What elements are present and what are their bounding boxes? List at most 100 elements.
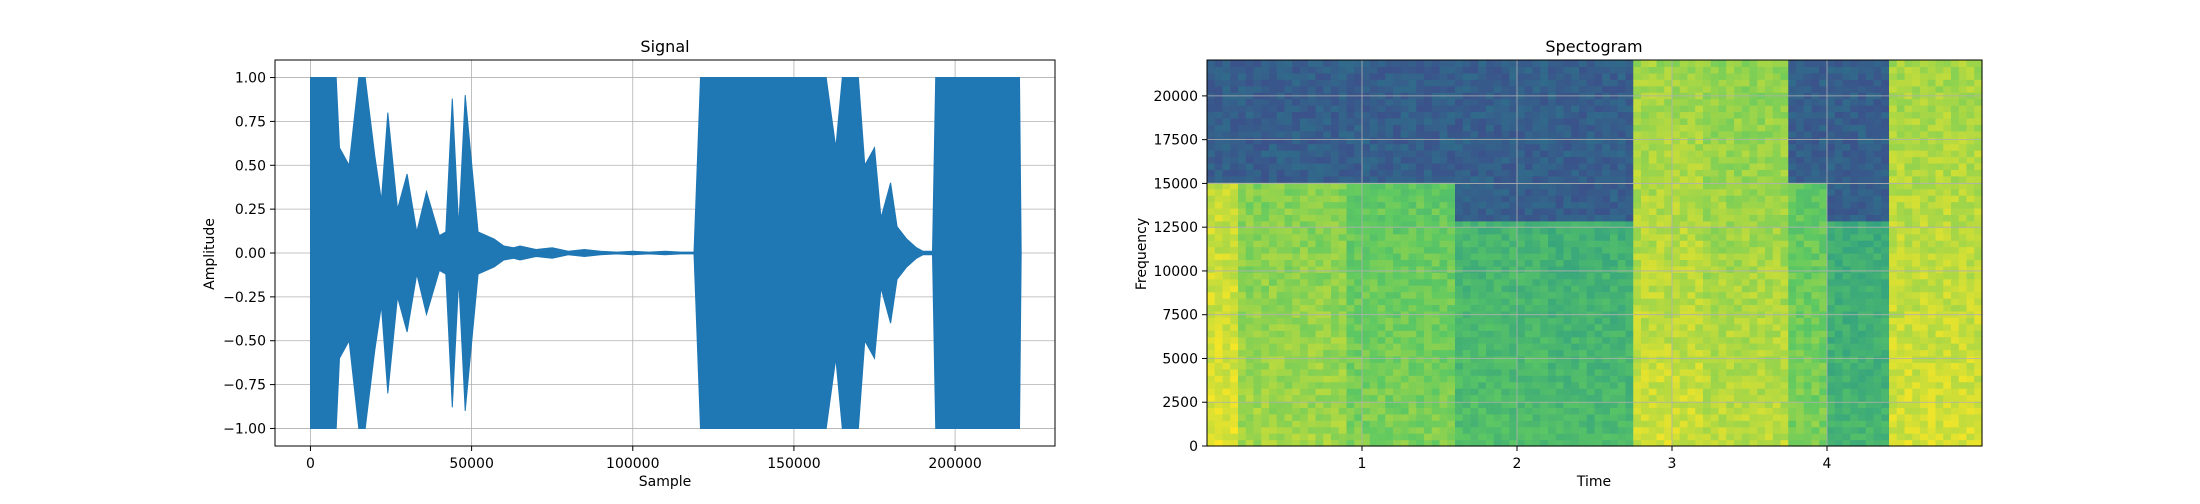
spectrogram-cell [1432,240,1440,247]
spectrogram-cell [1447,118,1455,125]
spectrogram-cell [1548,259,1556,266]
spectrogram-cell [1308,163,1316,170]
spectrogram-cell [1440,150,1448,157]
spectrogram-cell [1416,259,1424,266]
spectrogram-cell [1680,234,1688,241]
spectrogram-cell [1269,343,1277,350]
spectrogram-cell [1447,99,1455,106]
spectrogram-cell [1773,272,1781,279]
spectrogram-cell [1819,298,1827,305]
spectrogram-cell [1509,388,1517,395]
spectrogram-cell [1269,66,1277,73]
spectrogram-cell [1494,382,1502,389]
spectrogram-cell [1657,253,1665,260]
spectrogram-cell [1680,111,1688,118]
spectrogram-cell [1664,144,1672,151]
spectrogram-cell [1432,369,1440,376]
spectrogram-cell [1207,86,1215,93]
spectrogram-cell [1734,298,1742,305]
spectrogram-cell [1548,433,1556,440]
spectrogram-cell [1641,79,1649,86]
spectrogram-cell [1726,189,1734,196]
spectrogram-cell [1440,240,1448,247]
spectrogram-cell [1695,195,1703,202]
spectrogram-cell [1455,144,1463,151]
spectrogram-cell [1292,131,1300,138]
spectrogram-cell [1765,150,1773,157]
spectrogram-cell [1393,330,1401,337]
spectrogram-cell [1238,395,1246,402]
spectrogram-cell [1292,66,1300,73]
spectrogram-cell [1548,202,1556,209]
spectrogram-cell [1827,375,1835,382]
spectrogram-cell [1517,266,1525,273]
spectrogram-cell [1478,189,1486,196]
spectrogram-cell [1711,356,1719,363]
spectrogram-cell [1579,272,1587,279]
spectrogram-cell [1602,343,1610,350]
spectrogram-cell [1688,292,1696,299]
spectrogram-cell [1300,272,1308,279]
spectrogram-cell [1796,111,1804,118]
spectrogram-cell [1393,427,1401,434]
spectrogram-cell [1602,169,1610,176]
spectrogram-cell [1773,330,1781,337]
spectrogram-cell [1843,337,1851,344]
spectrogram-cell [1672,292,1680,299]
spectrogram-cell [1688,124,1696,131]
spectrogram-cell [1440,60,1448,67]
spectrogram-cell [1323,253,1331,260]
spectrogram-cell [1819,330,1827,337]
spectrogram-cell [1432,382,1440,389]
spectrogram-cell [1703,382,1711,389]
spectrogram-cell [1316,285,1324,292]
spectrogram-cell [1719,253,1727,260]
spectrogram-cell [1595,433,1603,440]
spectrogram-cell [1447,208,1455,215]
spectrogram-cell [1618,202,1626,209]
spectrogram-cell [1781,86,1789,93]
spectrogram-cell [1323,362,1331,369]
spectrogram-cell [1525,356,1533,363]
spectrogram-cell [1788,208,1796,215]
spectrogram-cell [1223,433,1231,440]
spectrogram-cell [1455,362,1463,369]
spectrogram-cell [1757,105,1765,112]
spectrogram-cell [1633,150,1641,157]
spectrogram-cell [1626,362,1634,369]
spectrogram-cell [1657,272,1665,279]
spectrogram-cell [1781,356,1789,363]
spectrogram-cell [1432,317,1440,324]
spectrogram-cell [1719,60,1727,67]
spectrogram-cell [1796,298,1804,305]
spectrogram-cell [1618,279,1626,286]
spectrogram-cell [1835,362,1843,369]
spectrogram-cell [1680,337,1688,344]
spectrogram-cell [1316,99,1324,106]
spectrogram-cell [1579,144,1587,151]
spectrogram-cell [1819,285,1827,292]
spectrogram-cell [1339,118,1347,125]
spectrogram-cell [1649,240,1657,247]
spectrogram-cell [1261,427,1269,434]
spectrogram-cell [1579,176,1587,183]
spectrogram-cell [1618,73,1626,80]
spectrogram-cell [1463,247,1471,254]
spectrogram-cell [1347,356,1355,363]
spectrogram-cell [1695,240,1703,247]
spectrogram-cell [1370,388,1378,395]
spectrogram-cell [1579,337,1587,344]
spectrogram-cell [1409,414,1417,421]
spectrogram-cell [1835,66,1843,73]
spectrogram-cell [1626,118,1634,125]
spectrogram-cell [1649,60,1657,67]
spectrogram-cell [1269,298,1277,305]
spectrogram-cell [1734,292,1742,299]
spectrogram-cell [1424,337,1432,344]
spectrogram-cell [1835,118,1843,125]
spectrogram-cell [1424,105,1432,112]
spectrogram-cell [1618,118,1626,125]
spectrogram-cell [1354,124,1362,131]
spectrogram-cell [1424,157,1432,164]
spectrogram-cell [1773,195,1781,202]
